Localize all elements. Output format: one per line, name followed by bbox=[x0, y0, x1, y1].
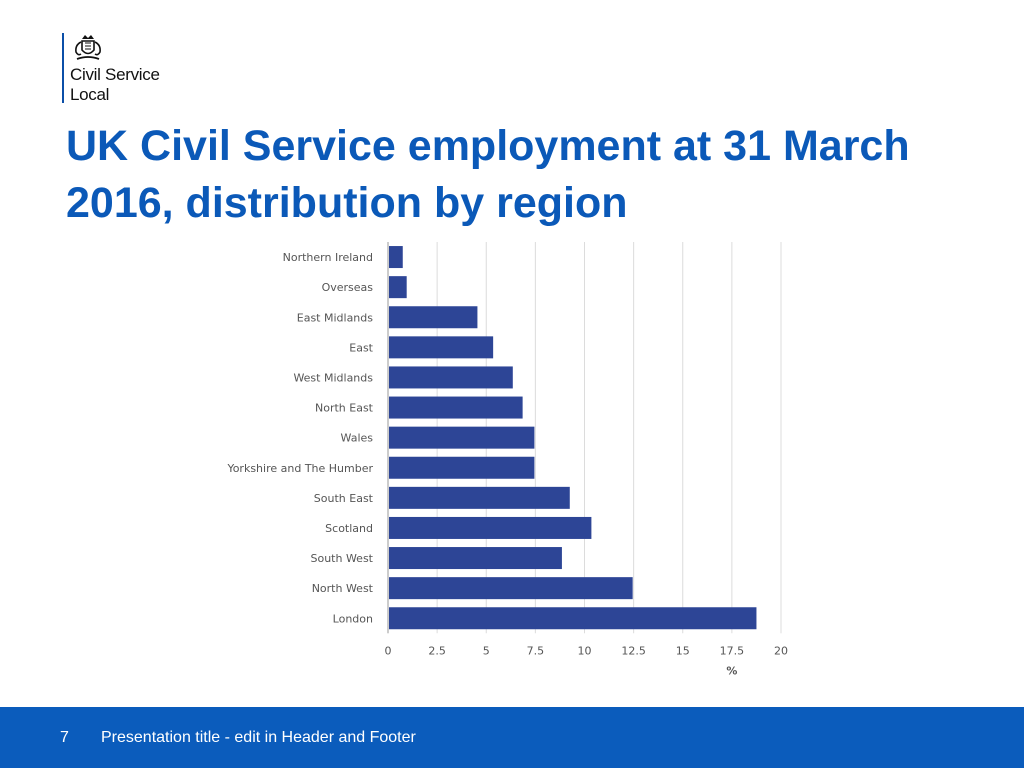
footer-text: Presentation title - edit in Header and … bbox=[101, 729, 416, 746]
x-tick-label: 10 bbox=[578, 644, 592, 657]
royal-coat-of-arms-icon bbox=[75, 35, 101, 60]
page-number: 7 bbox=[60, 729, 69, 746]
category-label: East Midlands bbox=[297, 311, 374, 324]
category-label: East bbox=[349, 341, 373, 354]
x-tick-label: 5 bbox=[483, 644, 490, 657]
x-tick-label: 0 bbox=[385, 644, 392, 657]
footer-bar: 7 Presentation title - edit in Header an… bbox=[0, 707, 1024, 768]
x-tick-label: 20 bbox=[774, 644, 788, 657]
bar bbox=[389, 276, 407, 299]
category-label: Overseas bbox=[322, 281, 374, 294]
x-tick-label: 15 bbox=[676, 644, 690, 657]
x-axis-label: % bbox=[726, 664, 737, 677]
category-label: North West bbox=[312, 582, 374, 595]
bar bbox=[389, 336, 494, 359]
org-name-line-2: Local bbox=[70, 85, 110, 104]
bar bbox=[389, 607, 757, 630]
category-label: London bbox=[333, 612, 373, 625]
bar bbox=[389, 516, 592, 539]
logo: Civil Service Local bbox=[62, 33, 160, 104]
category-label: Northern Ireland bbox=[283, 251, 373, 264]
category-label: West Midlands bbox=[293, 371, 373, 384]
region-bar-chart: 0 2.5 5 7.5 10 12.5 15 17.5 20 Northern Ireland Ov… bbox=[226, 242, 788, 677]
bar bbox=[389, 577, 633, 600]
category-label: South West bbox=[310, 552, 373, 565]
bar bbox=[389, 547, 562, 570]
category-label: Yorkshire and The Humber bbox=[226, 462, 373, 475]
x-tick-label: 7.5 bbox=[527, 644, 545, 657]
x-tick-label: 17.5 bbox=[720, 644, 745, 657]
category-label: Wales bbox=[341, 432, 374, 445]
slide-title: UK Civil Service employment at 31 March … bbox=[66, 122, 910, 227]
category-label: South East bbox=[314, 492, 374, 505]
bar bbox=[389, 306, 478, 329]
bar bbox=[389, 396, 523, 419]
category-label: North East bbox=[315, 402, 374, 415]
org-name-line-1: Civil Service bbox=[70, 65, 160, 84]
x-tick-label: 2.5 bbox=[428, 644, 446, 657]
bar bbox=[389, 426, 535, 449]
bar bbox=[389, 366, 513, 389]
category-label: Scotland bbox=[325, 522, 373, 535]
bar bbox=[389, 486, 570, 509]
bar bbox=[389, 456, 535, 479]
bar bbox=[389, 246, 403, 269]
x-tick-label: 12.5 bbox=[621, 644, 646, 657]
